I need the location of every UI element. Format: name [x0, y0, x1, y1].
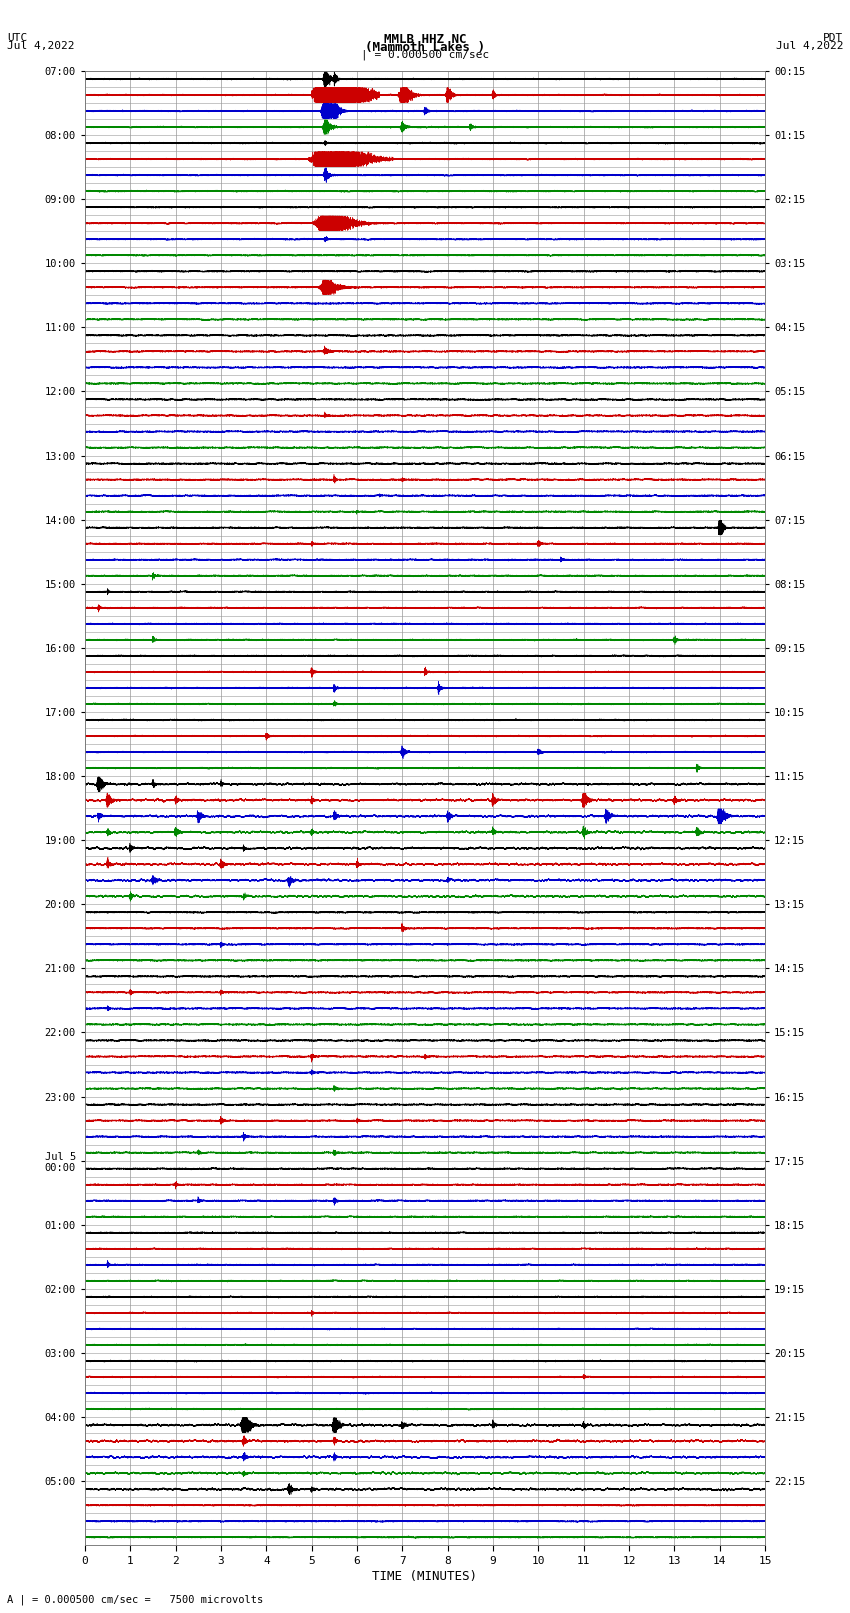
Text: MMLB HHZ NC: MMLB HHZ NC	[383, 32, 467, 47]
Text: (Mammoth Lakes ): (Mammoth Lakes )	[365, 40, 485, 55]
X-axis label: TIME (MINUTES): TIME (MINUTES)	[372, 1569, 478, 1582]
Text: A | = 0.000500 cm/sec =   7500 microvolts: A | = 0.000500 cm/sec = 7500 microvolts	[7, 1594, 263, 1605]
Text: | = 0.000500 cm/sec: | = 0.000500 cm/sec	[361, 50, 489, 60]
Text: Jul 4,2022: Jul 4,2022	[776, 40, 843, 52]
Text: PDT: PDT	[823, 32, 843, 44]
Text: Jul 4,2022: Jul 4,2022	[7, 40, 74, 52]
Text: UTC: UTC	[7, 32, 27, 44]
